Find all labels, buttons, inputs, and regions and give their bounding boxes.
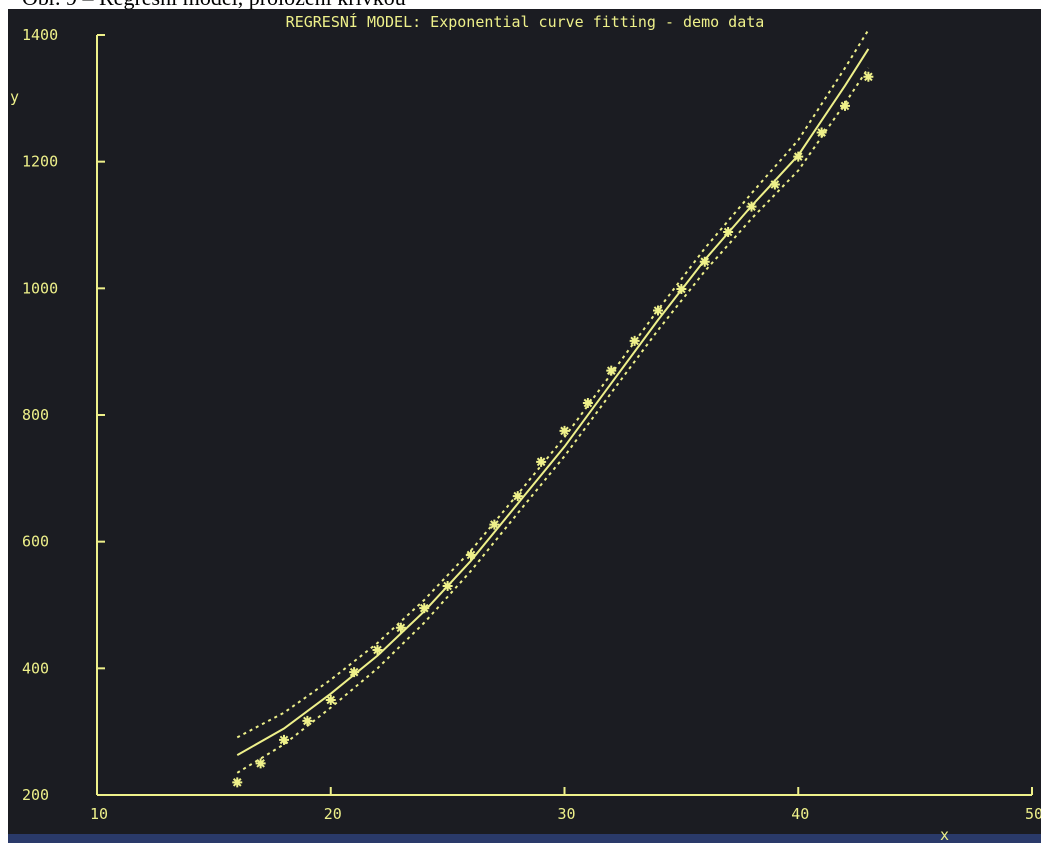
y-axis-label: y: [10, 88, 19, 106]
screen-edge: [8, 834, 1041, 843]
data-point: [606, 366, 616, 376]
x-tick-label: 10: [90, 805, 108, 823]
y-tick-label: 1200: [22, 153, 58, 171]
caption: Obr. 9 – Regresní model, proložení křivk…: [22, 0, 406, 10]
chart-title: REGRESNÍ MODEL: Exponential curve fittin…: [286, 12, 765, 31]
y-tick-label: 200: [22, 786, 49, 804]
data-point: [349, 667, 359, 677]
data-point: [793, 152, 803, 162]
data-point: [513, 491, 523, 501]
y-tick-label: 600: [22, 533, 49, 551]
data-point: [700, 257, 710, 267]
data-point: [676, 284, 686, 294]
data-point: [489, 520, 499, 530]
data-point: [466, 550, 476, 560]
y-tick-label: 800: [22, 406, 49, 424]
data-point: [536, 457, 546, 467]
screenshot: Obr. 9 – Regresní model, proložení křivk…: [0, 0, 1041, 843]
data-point: [840, 101, 850, 111]
data-point: [396, 623, 406, 633]
data-point: [747, 202, 757, 212]
data-point: [863, 72, 873, 82]
data-point: [232, 777, 242, 787]
x-tick-label: 50: [1025, 805, 1041, 823]
screen: [8, 9, 1041, 834]
data-point: [560, 426, 570, 436]
data-point: [723, 227, 733, 237]
data-point: [630, 336, 640, 346]
data-point: [583, 398, 593, 408]
data-point: [279, 735, 289, 745]
x-axis-label: x: [940, 826, 949, 843]
data-point: [419, 603, 429, 613]
data-point: [653, 306, 663, 316]
data-point: [443, 581, 453, 591]
page: {"caption": "Obr. 9 – Regresní model, pr…: [0, 0, 1041, 843]
x-tick-label: 40: [791, 805, 809, 823]
data-point: [770, 179, 780, 189]
data-point: [256, 758, 266, 768]
data-point: [817, 128, 827, 138]
data-point: [373, 645, 383, 655]
x-tick-label: 30: [557, 805, 575, 823]
y-tick-label: 1400: [22, 26, 58, 44]
x-tick-label: 20: [324, 805, 342, 823]
data-point: [326, 695, 336, 705]
y-tick-label: 400: [22, 659, 49, 677]
y-tick-label: 1000: [22, 279, 58, 297]
data-point: [302, 716, 312, 726]
